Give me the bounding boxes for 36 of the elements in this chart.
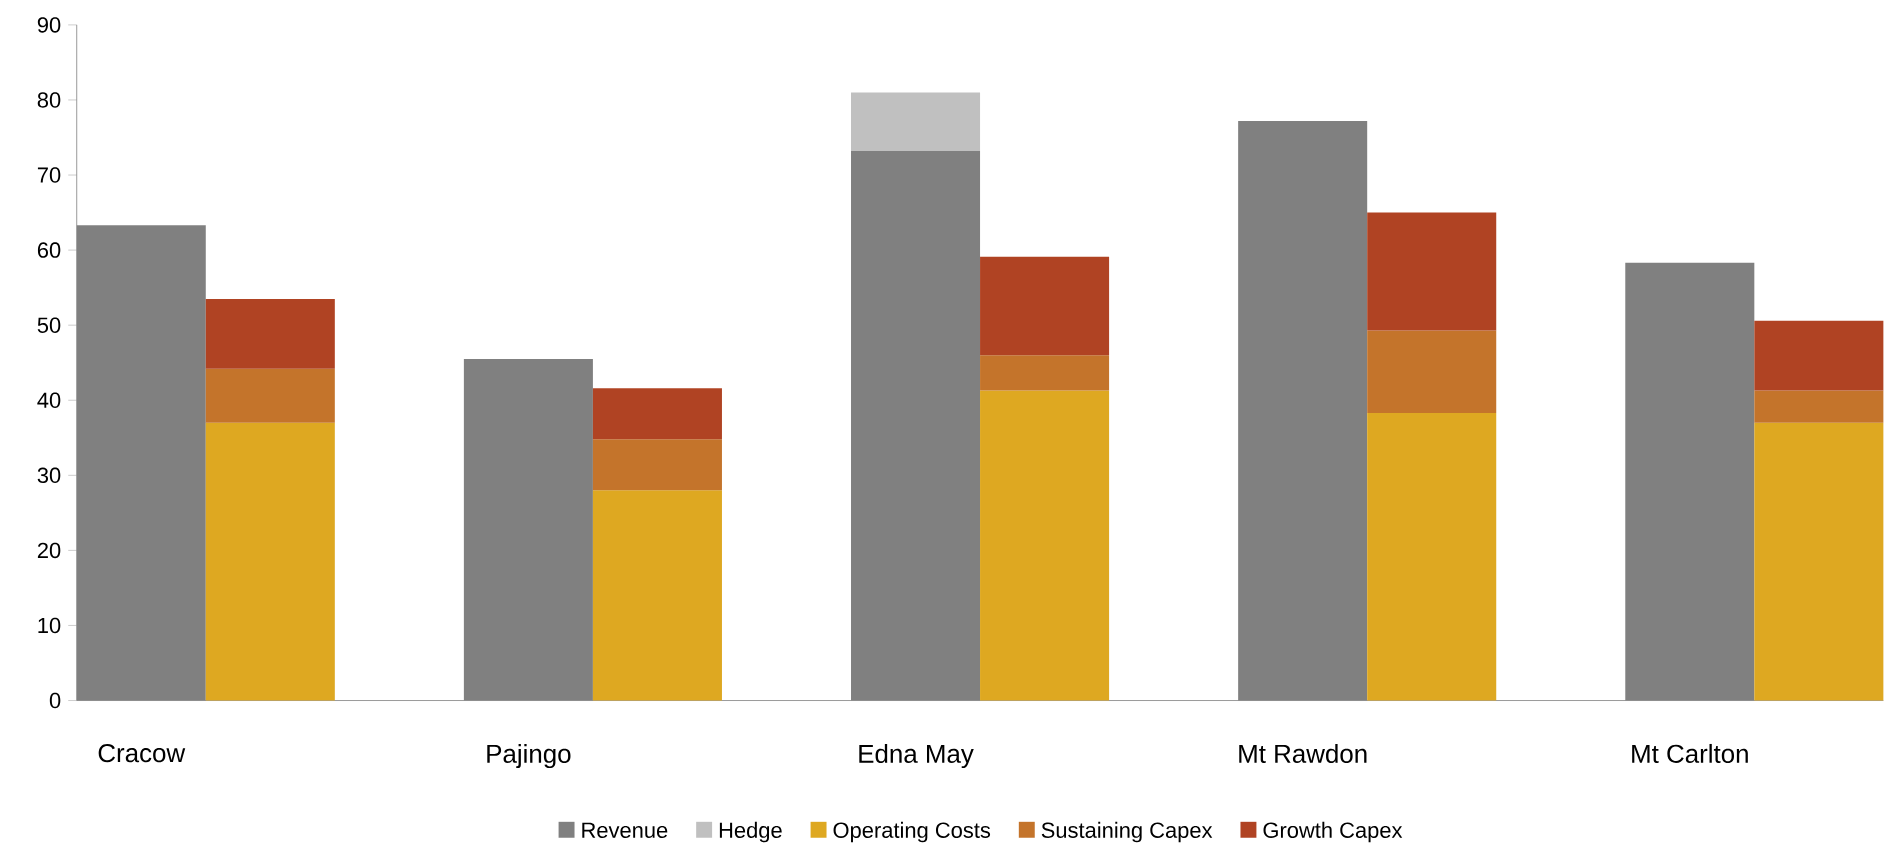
legend-label: Hedge [719,821,782,843]
legend-label: Growth Capex [1263,821,1403,843]
bar [1367,413,1497,701]
y-tick-label: 0 [49,692,61,709]
y-tick-label: 10 [38,617,61,634]
bar [1367,212,1497,331]
bar [592,388,722,440]
bar [205,368,335,423]
y-tick-label: 30 [37,467,61,484]
bar [980,355,1110,391]
bar [592,439,722,491]
y-tick-label: 60 [37,242,61,258]
y-tick-label: 80 [37,92,61,108]
legend-label: Revenue [582,822,668,838]
bar [1754,320,1884,391]
bar [1367,330,1497,413]
legend-label: Operating Costs [833,821,991,843]
y-tick-label: 40 [37,392,61,409]
x-tick-label: Edna May [859,743,974,769]
bar [205,298,335,369]
y-tick-label: 20 [37,542,61,559]
bar [1754,390,1884,423]
x-tick-label: Mt Carlton [1632,743,1748,763]
bar [1754,422,1884,701]
bar [592,490,722,701]
x-tick-label: Mt Rawdon [1239,743,1367,763]
bar [980,256,1110,356]
x-tick-label: Pajingo [487,743,571,769]
bar [851,92,981,152]
y-tick-label: 50 [37,317,61,333]
x-tick-label: Cracow [98,743,186,763]
legend-label: Sustaining Capex [1041,821,1213,843]
bar [205,422,335,701]
y-tick-label: 70 [37,167,61,183]
y-tick-label: 90 [37,17,61,33]
bar [980,390,1110,701]
